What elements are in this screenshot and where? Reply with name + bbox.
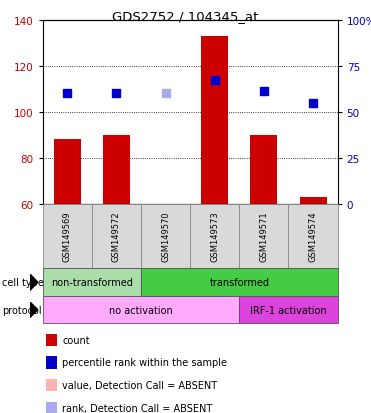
Text: GSM149573: GSM149573 (210, 211, 219, 262)
Bar (299, 197, 326, 204)
Text: GSM149570: GSM149570 (161, 211, 170, 262)
Polygon shape (30, 302, 38, 318)
Text: rank, Detection Call = ABSENT: rank, Detection Call = ABSENT (62, 403, 213, 413)
Text: no activation: no activation (109, 305, 173, 315)
Text: GDS2752 / 104345_at: GDS2752 / 104345_at (112, 10, 259, 23)
Text: protocol: protocol (2, 305, 42, 315)
Text: value, Detection Call = ABSENT: value, Detection Call = ABSENT (62, 380, 217, 390)
Bar (103, 135, 130, 204)
Text: IRF-1 activation: IRF-1 activation (250, 305, 327, 315)
Bar (201, 37, 228, 204)
Text: percentile rank within the sample: percentile rank within the sample (62, 358, 227, 368)
Text: transformed: transformed (209, 278, 269, 287)
Text: GSM149571: GSM149571 (259, 211, 268, 262)
Text: GSM149572: GSM149572 (112, 211, 121, 262)
Bar (250, 135, 278, 204)
Text: non-transformed: non-transformed (51, 278, 133, 287)
Bar (54, 140, 81, 204)
Text: cell type: cell type (2, 278, 44, 287)
Text: GSM149569: GSM149569 (63, 211, 72, 262)
Text: GSM149574: GSM149574 (309, 211, 318, 262)
Polygon shape (30, 274, 38, 291)
Text: count: count (62, 335, 90, 345)
